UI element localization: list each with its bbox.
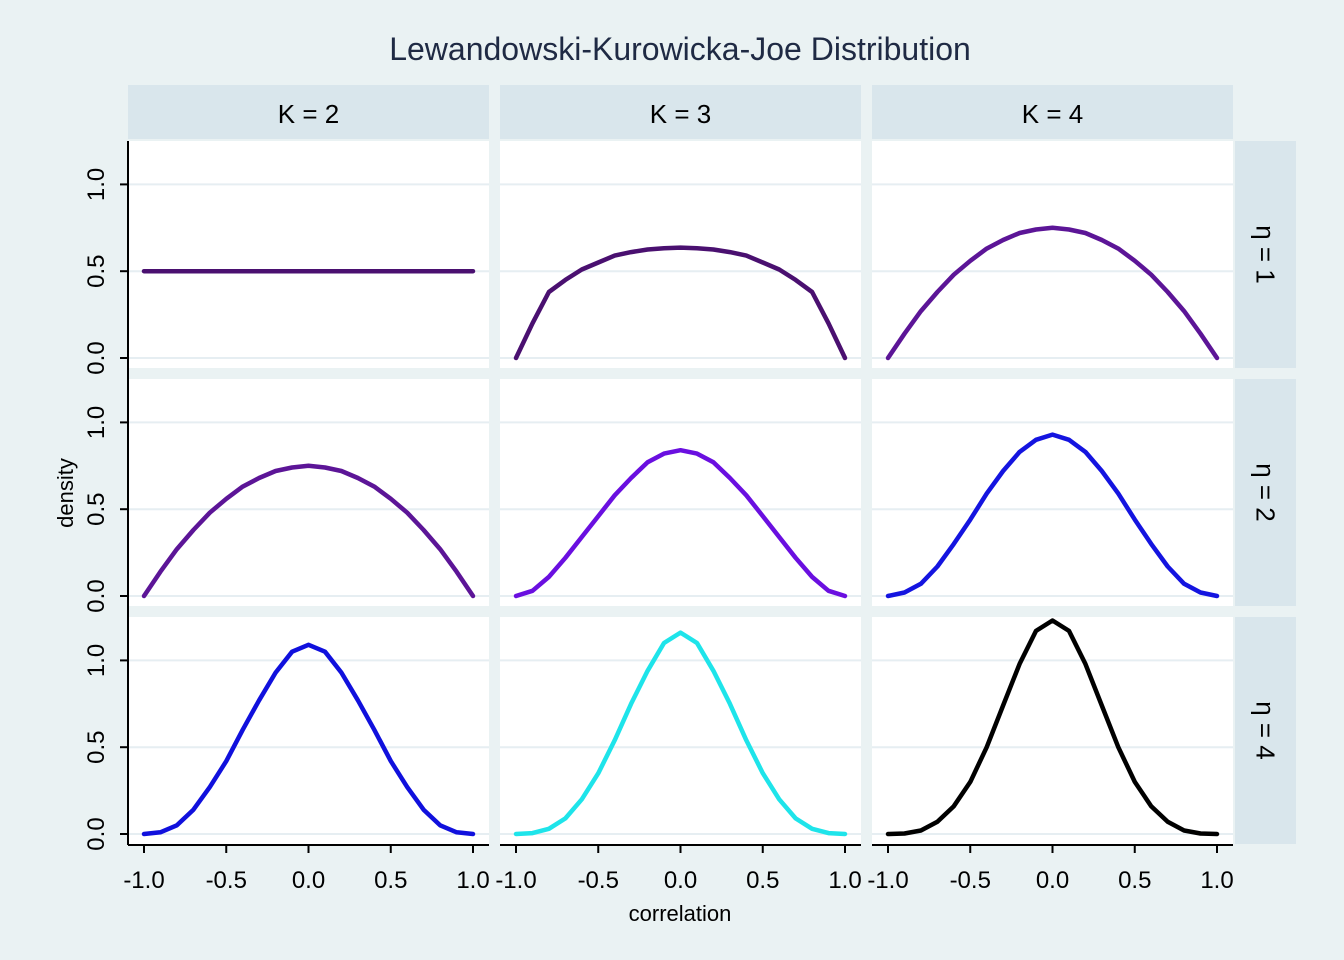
panel-background — [500, 141, 861, 368]
y-axis-label: density — [53, 458, 78, 528]
x-tick-label: -0.5 — [578, 867, 619, 894]
column-strip-3 — [872, 85, 1233, 139]
x-tick-label: 0.5 — [1118, 867, 1151, 894]
density-line — [885, 618, 1220, 837]
y-tick-label: 1.0 — [83, 644, 110, 677]
density-line — [513, 630, 848, 837]
panel-background — [128, 141, 489, 368]
x-axis-label: correlation — [629, 901, 732, 926]
panel-background — [500, 379, 861, 606]
x-tick-label: 0.5 — [374, 867, 407, 894]
facet-panels: K = 2 K = 3 K = 4 η = 1 η = 2 η = 4 0.0 0.0 0.0 0… — [83, 85, 1296, 894]
y-tick-label: 0.5 — [83, 493, 110, 526]
x-tick-label: 0.0 — [1036, 867, 1069, 894]
y-tick-label: 0.0 — [83, 817, 110, 850]
density-line — [513, 447, 848, 599]
x-tick-label: 0.0 — [292, 867, 325, 894]
x-tick-label: -1.0 — [867, 867, 908, 894]
panel-background — [128, 617, 489, 844]
x-tick-label: -1.0 — [495, 867, 536, 894]
panel-background — [500, 617, 861, 844]
density-line — [141, 463, 476, 599]
panel-background — [128, 379, 489, 606]
row-strip-label-1: η = 1 — [1251, 225, 1281, 284]
row-strip-label-3: η = 4 — [1251, 701, 1281, 760]
column-strip-label-3: K = 4 — [1022, 99, 1083, 129]
density-line — [513, 245, 848, 361]
row-strip-label-2: η = 2 — [1251, 463, 1281, 522]
x-tick-label: 1.0 — [1200, 867, 1233, 894]
y-tick-label: 1.0 — [83, 168, 110, 201]
y-tick-label: 0.0 — [83, 341, 110, 374]
column-strip-label-1: K = 2 — [278, 99, 339, 129]
row-strip-1 — [1235, 141, 1296, 368]
column-strip-label-2: K = 3 — [650, 99, 711, 129]
y-tick-label: 1.0 — [83, 406, 110, 439]
row-strip-2 — [1235, 379, 1296, 606]
x-tick-label: -1.0 — [123, 867, 164, 894]
chart-title: Lewandowski-Kurowicka-Joe Distribution — [389, 31, 971, 67]
x-tick-label: -0.5 — [950, 867, 991, 894]
x-tick-label: 1.0 — [828, 867, 861, 894]
panel-background — [872, 379, 1233, 606]
density-line — [141, 642, 476, 837]
y-tick-label: 0.0 — [83, 579, 110, 612]
panel-background — [872, 617, 1233, 844]
column-strip-2 — [500, 85, 861, 139]
panel-background — [872, 141, 1233, 368]
density-line — [885, 225, 1220, 361]
x-tick-label: 0.5 — [746, 867, 779, 894]
density-line — [885, 432, 1220, 599]
x-tick-label: 1.0 — [456, 867, 489, 894]
x-tick-label: 0.0 — [664, 867, 697, 894]
y-tick-label: 0.5 — [83, 731, 110, 764]
column-strip-1 — [128, 85, 489, 139]
row-strip-3 — [1235, 617, 1296, 844]
x-tick-label: -0.5 — [206, 867, 247, 894]
y-tick-label: 0.5 — [83, 255, 110, 288]
